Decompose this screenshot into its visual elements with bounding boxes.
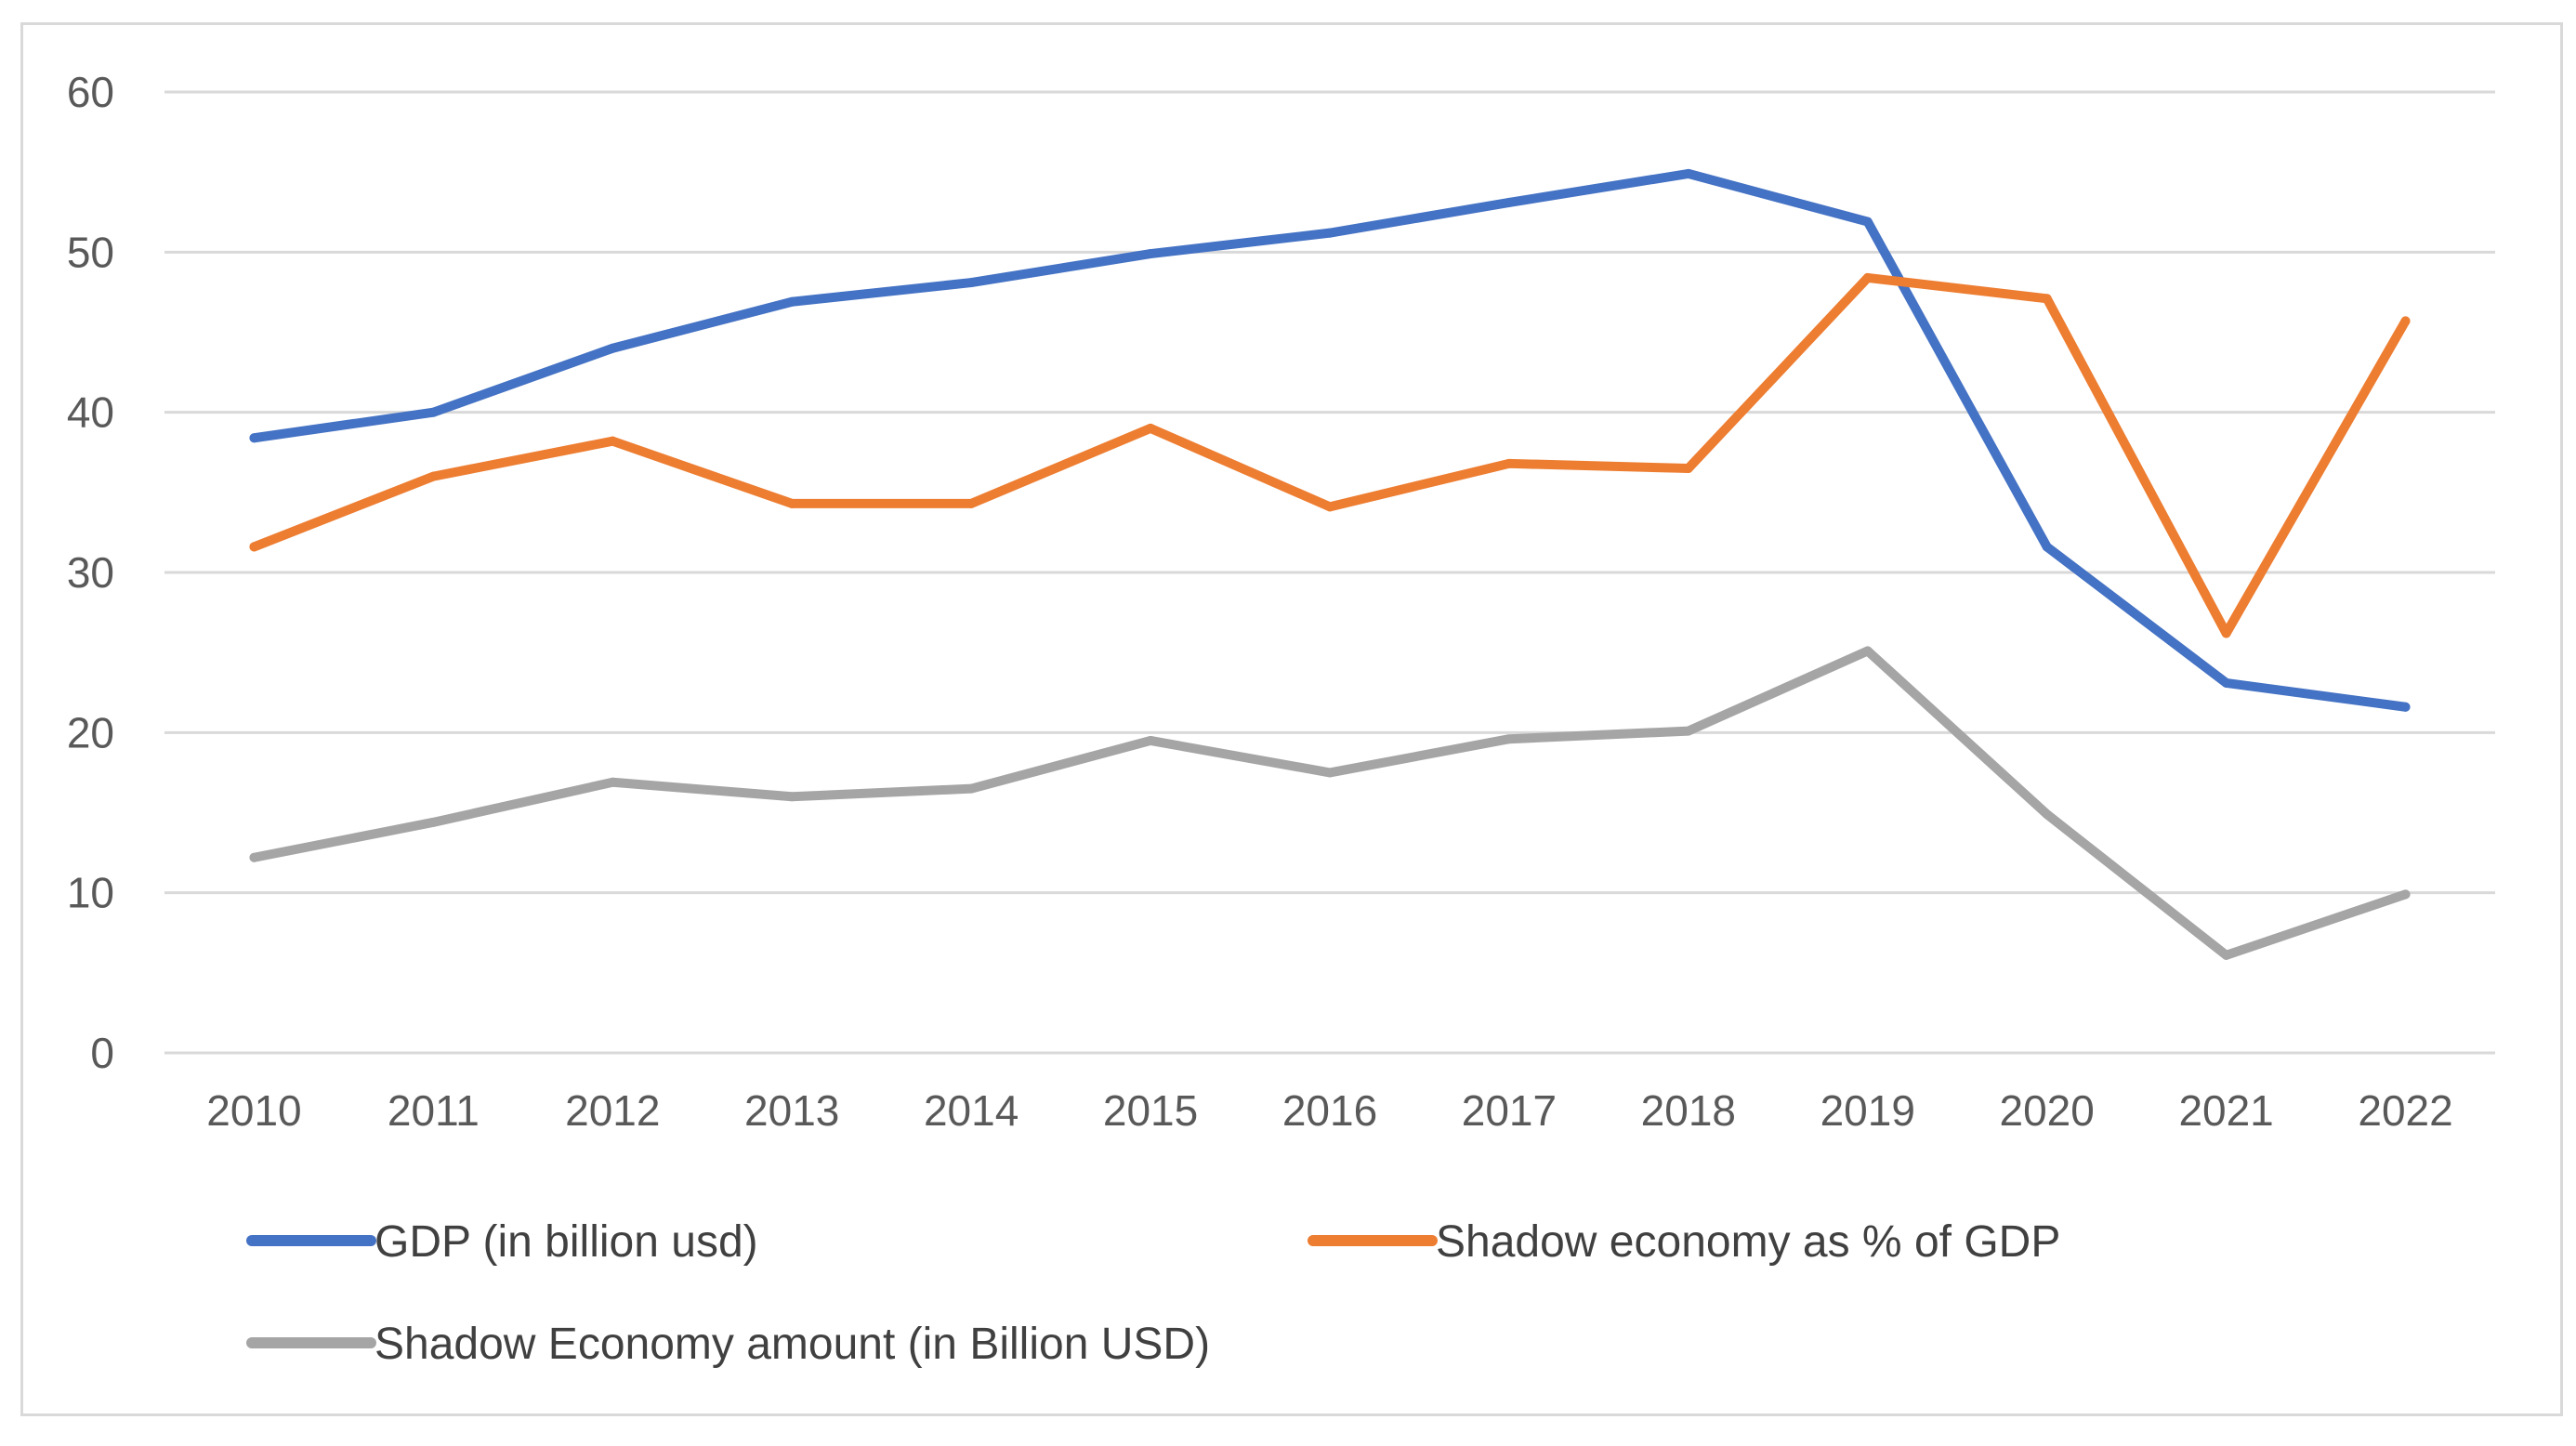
legend-label: Shadow Economy amount (in Billion USD) [375,1320,1210,1369]
data-point [2042,542,2052,552]
data-point [1325,502,1334,512]
x-tick-label: 2010 [206,1086,301,1135]
data-point [1146,423,1156,433]
y-axis-ticks: 0 10 20 30 40 50 60 [67,68,114,1077]
data-point [2221,628,2231,638]
gridlines [164,90,2495,1055]
x-tick-label: 2022 [2358,1086,2452,1135]
legend-label: Shadow economy as % of GDP [1436,1217,2060,1267]
data-point [966,278,977,288]
data-point [608,436,618,446]
series-line-3 [249,646,2411,960]
y-tick-label: 20 [67,708,114,756]
data-point [1504,458,1514,468]
data-point [1325,768,1334,778]
x-axis-ticks: 2010 2011 2012 2013 2014 2015 2016 2017 2018 2019… [206,1086,2452,1135]
y-tick-label: 40 [67,388,114,437]
data-point [787,296,797,307]
x-tick-label: 2015 [1103,1086,1198,1135]
x-tick-label: 2021 [2178,1086,2273,1135]
data-point [1146,249,1156,259]
series-line-1 [249,168,2411,712]
x-tick-label: 2018 [1641,1086,1736,1135]
series-line-2 [249,272,2411,638]
data-point [608,777,618,787]
chart-frame: 0 10 20 30 40 50 60 2010 2011 2012 2013 2014 2015 20… [20,22,2563,1416]
data-point [787,498,797,508]
data-point [1504,197,1514,207]
data-point [1683,726,1693,736]
data-point [249,433,259,443]
data-point [1146,735,1156,745]
data-point [2221,950,2231,960]
x-tick-label: 2017 [1462,1086,1557,1135]
data-point [966,498,977,508]
legend: GDP (in billion usd) Shadow economy as % … [246,1217,2060,1369]
y-tick-label: 30 [67,548,114,597]
x-tick-label: 2020 [2000,1086,2095,1135]
data-point [2221,677,2231,688]
data-point [1683,168,1693,178]
data-point [249,542,259,552]
data-point [1325,228,1334,238]
data-point [2400,702,2411,712]
data-point [1504,734,1514,744]
data-point [428,407,439,417]
y-tick-label: 0 [90,1029,114,1077]
y-tick-label: 50 [67,228,114,276]
x-tick-label: 2019 [1820,1086,1915,1135]
data-point [1862,646,1873,656]
data-point [2042,294,2052,304]
x-tick-label: 2011 [388,1086,480,1135]
data-point [249,852,259,862]
series-lines [249,168,2411,960]
data-point [1862,217,1873,227]
data-point [428,471,439,481]
legend-label: GDP (in billion usd) [375,1217,758,1267]
data-point [428,817,439,827]
y-tick-label: 10 [67,869,114,917]
x-tick-label: 2016 [1282,1086,1377,1135]
data-point [608,343,618,353]
y-tick-label: 60 [67,68,114,116]
x-tick-label: 2013 [744,1086,839,1135]
x-tick-label: 2012 [565,1086,660,1135]
data-point [2400,316,2411,326]
data-point [1862,272,1873,283]
data-point [2042,809,2052,820]
data-point [787,792,797,802]
data-point [1683,463,1693,473]
x-tick-label: 2014 [924,1086,1019,1135]
data-point [966,783,977,794]
data-point [2400,889,2411,900]
